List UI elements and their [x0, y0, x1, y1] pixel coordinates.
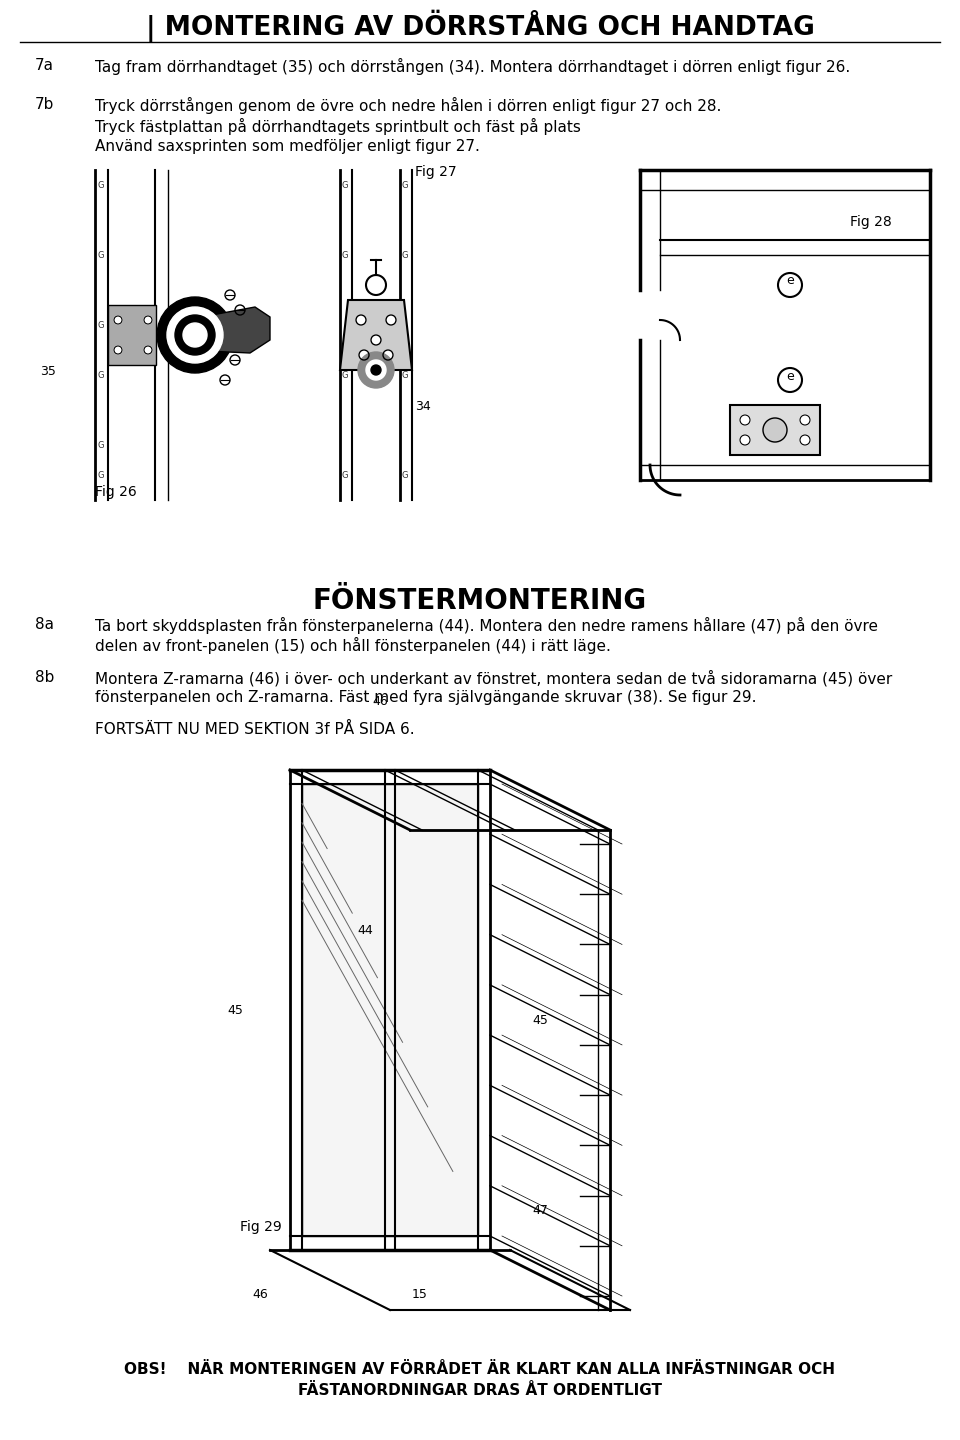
Text: Fig 27: Fig 27 — [415, 166, 457, 179]
Polygon shape — [185, 307, 270, 353]
Text: 8b: 8b — [35, 670, 55, 685]
Text: delen av front-panelen (15) och håll fönsterpanelen (44) i rätt läge.: delen av front-panelen (15) och håll fön… — [95, 636, 611, 654]
Circle shape — [371, 336, 381, 346]
Text: G: G — [402, 252, 409, 261]
Text: | MONTERING AV DÖRRSTÅNG OCH HANDTAG: | MONTERING AV DÖRRSTÅNG OCH HANDTAG — [146, 10, 814, 42]
Text: 7b: 7b — [35, 96, 55, 112]
Text: G: G — [97, 471, 104, 481]
Text: 15: 15 — [412, 1289, 428, 1302]
Text: G: G — [342, 471, 348, 481]
Text: 46: 46 — [372, 696, 388, 708]
Text: OBS!    NÄR MONTERINGEN AV FÖRRÅDET ÄR KLART KAN ALLA INFÄSTNINGAR OCH: OBS! NÄR MONTERINGEN AV FÖRRÅDET ÄR KLAR… — [125, 1362, 835, 1377]
Circle shape — [778, 369, 802, 392]
Circle shape — [740, 435, 750, 445]
Circle shape — [114, 315, 122, 324]
Text: Tag fram dörrhandtaget (35) och dörrstången (34). Montera dörrhandtaget i dörren: Tag fram dörrhandtaget (35) och dörrstån… — [95, 58, 851, 75]
Polygon shape — [302, 783, 478, 1236]
Circle shape — [356, 315, 366, 325]
Circle shape — [763, 418, 787, 442]
Text: e: e — [786, 370, 794, 383]
Polygon shape — [340, 300, 412, 370]
Text: Fig 29: Fig 29 — [240, 1220, 281, 1234]
Circle shape — [800, 415, 810, 425]
Text: Tryck dörrstången genom de övre och nedre hålen i dörren enligt figur 27 och 28.: Tryck dörrstången genom de övre och nedr… — [95, 96, 721, 114]
Circle shape — [167, 307, 223, 363]
Text: FÖNSTERMONTERING: FÖNSTERMONTERING — [313, 588, 647, 615]
Text: 44: 44 — [357, 923, 372, 936]
Text: 47: 47 — [532, 1204, 548, 1217]
Bar — [108, 305, 156, 364]
Text: G: G — [402, 181, 409, 190]
Circle shape — [358, 351, 394, 387]
Text: G: G — [402, 372, 409, 380]
Text: G: G — [342, 181, 348, 190]
Text: Fig 28: Fig 28 — [850, 215, 892, 229]
Text: G: G — [97, 181, 104, 190]
Text: Montera Z-ramarna (46) i över- och underkant av fönstret, montera sedan de två s: Montera Z-ramarna (46) i över- och under… — [95, 670, 892, 687]
Circle shape — [114, 346, 122, 354]
Text: e: e — [786, 275, 794, 288]
Circle shape — [386, 315, 396, 325]
Text: 7a: 7a — [35, 58, 54, 73]
Text: G: G — [97, 442, 104, 451]
Circle shape — [371, 364, 381, 374]
Circle shape — [383, 350, 393, 360]
Circle shape — [359, 350, 369, 360]
Text: Tryck fästplattan på dörrhandtagets sprintbult och fäst på plats: Tryck fästplattan på dörrhandtagets spri… — [95, 118, 581, 135]
Text: 8a: 8a — [35, 616, 54, 632]
Circle shape — [175, 315, 215, 356]
Circle shape — [183, 323, 207, 347]
Text: 34: 34 — [415, 400, 431, 413]
Circle shape — [366, 360, 386, 380]
Text: G: G — [402, 471, 409, 481]
Circle shape — [144, 315, 152, 324]
Text: G: G — [342, 252, 348, 261]
Text: 46: 46 — [252, 1289, 268, 1302]
Text: 45: 45 — [532, 1014, 548, 1027]
Text: fönsterpanelen och Z-ramarna. Fäst med fyra självgängande skruvar (38). Se figur: fönsterpanelen och Z-ramarna. Fäst med f… — [95, 690, 756, 706]
Text: Fig 26: Fig 26 — [95, 485, 136, 500]
Text: G: G — [97, 321, 104, 331]
Text: Ta bort skyddsplasten från fönsterpanelerna (44). Montera den nedre ramens hålla: Ta bort skyddsplasten från fönsterpanele… — [95, 616, 878, 634]
Text: Använd saxsprinten som medföljer enligt figur 27.: Använd saxsprinten som medföljer enligt … — [95, 140, 480, 154]
Bar — [730, 405, 820, 455]
Text: FÄSTANORDNINGAR DRAS ÅT ORDENTLIGT: FÄSTANORDNINGAR DRAS ÅT ORDENTLIGT — [298, 1382, 662, 1398]
Text: G: G — [342, 372, 348, 380]
Text: 45: 45 — [228, 1004, 243, 1017]
Circle shape — [800, 435, 810, 445]
Text: FORTSÄTT NU MED SEKTION 3f PÅ SIDA 6.: FORTSÄTT NU MED SEKTION 3f PÅ SIDA 6. — [95, 721, 415, 737]
Circle shape — [144, 346, 152, 354]
Circle shape — [740, 415, 750, 425]
Text: G: G — [97, 372, 104, 380]
Text: 35: 35 — [40, 364, 56, 377]
Circle shape — [157, 297, 233, 373]
Text: G: G — [97, 252, 104, 261]
Circle shape — [778, 274, 802, 297]
